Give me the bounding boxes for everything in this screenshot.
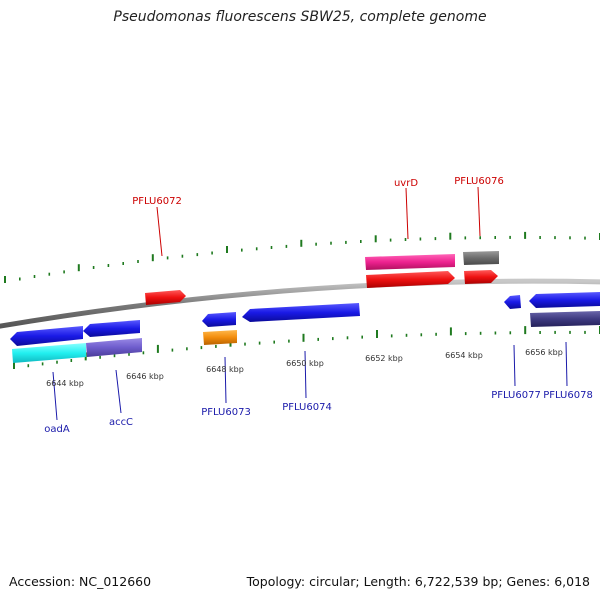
scale-label-6646: 6646 kbp <box>126 372 164 381</box>
gene-feature-pflu6078-product[interactable] <box>530 311 600 327</box>
gene-label-pflu6074: PFLU6074 <box>282 402 332 413</box>
genome-backbone <box>0 278 600 329</box>
gene-label-pflu6078: PFLU6078 <box>543 390 593 401</box>
gene-feature-pflu6076[interactable] <box>463 251 499 265</box>
gene-feature-pflu6078[interactable] <box>529 292 600 308</box>
scale-label-6650: 6650 kbp <box>286 359 324 368</box>
gene-label-oadA: oadA <box>44 424 70 435</box>
gene-feature-pflu6073-product[interactable] <box>203 330 237 345</box>
leader-line-pflu6073 <box>224 356 227 404</box>
outer-tick-marks <box>4 231 600 283</box>
scale-label-6652: 6652 kbp <box>365 354 403 363</box>
leader-line-pflu6077 <box>513 344 516 387</box>
genome-summary-text: Topology: circular; Length: 6,722,539 bp… <box>246 574 590 589</box>
leader-line-pflu6074 <box>304 350 307 399</box>
leader-line-accC <box>115 369 122 414</box>
gene-feature-accC-product[interactable] <box>86 338 142 357</box>
gene-feature-pflu6077[interactable] <box>504 295 521 309</box>
gene-feature-oadA[interactable] <box>10 326 83 346</box>
leader-line-pflu6078 <box>565 341 568 387</box>
scale-label-6656: 6656 kbp <box>525 348 563 357</box>
scale-label-6644: 6644 kbp <box>46 379 84 388</box>
leader-line-pflu6076 <box>477 186 481 237</box>
gene-label-uvrD: uvrD <box>394 178 418 189</box>
gene-label-pflu6076: PFLU6076 <box>454 176 504 187</box>
scale-label-6648: 6648 kbp <box>206 365 244 374</box>
gene-feature-uvrD[interactable] <box>365 254 455 270</box>
gene-feature-oadA-product[interactable] <box>12 343 86 363</box>
map-title: Pseudomonas fluorescens SBW25, complete … <box>113 9 487 25</box>
gene-feature-pflu6072[interactable] <box>145 290 186 305</box>
gene-feature-pflu6074[interactable] <box>242 303 360 322</box>
accession-text: Accession: NC_012660 <box>9 574 152 589</box>
leader-line-pflu6072 <box>156 206 163 257</box>
leader-line-uvrD <box>405 187 409 240</box>
scale-label-6654: 6654 kbp <box>445 351 483 360</box>
inner-tick-marks <box>13 326 600 369</box>
gene-label-accC: accC <box>109 417 133 428</box>
gene-label-pflu6077: PFLU6077 <box>491 390 541 401</box>
gene-label-pflu6073: PFLU6073 <box>201 407 251 418</box>
gene-label-pflu6072: PFLU6072 <box>132 196 182 207</box>
gene-feature-accC[interactable] <box>83 320 140 337</box>
gene-feature-pflu6076-cds[interactable] <box>464 270 498 284</box>
gene-feature-pflu6073[interactable] <box>202 312 236 327</box>
leader-line-oadA <box>52 371 58 421</box>
gene-feature-uvrD-cds[interactable] <box>366 271 455 288</box>
